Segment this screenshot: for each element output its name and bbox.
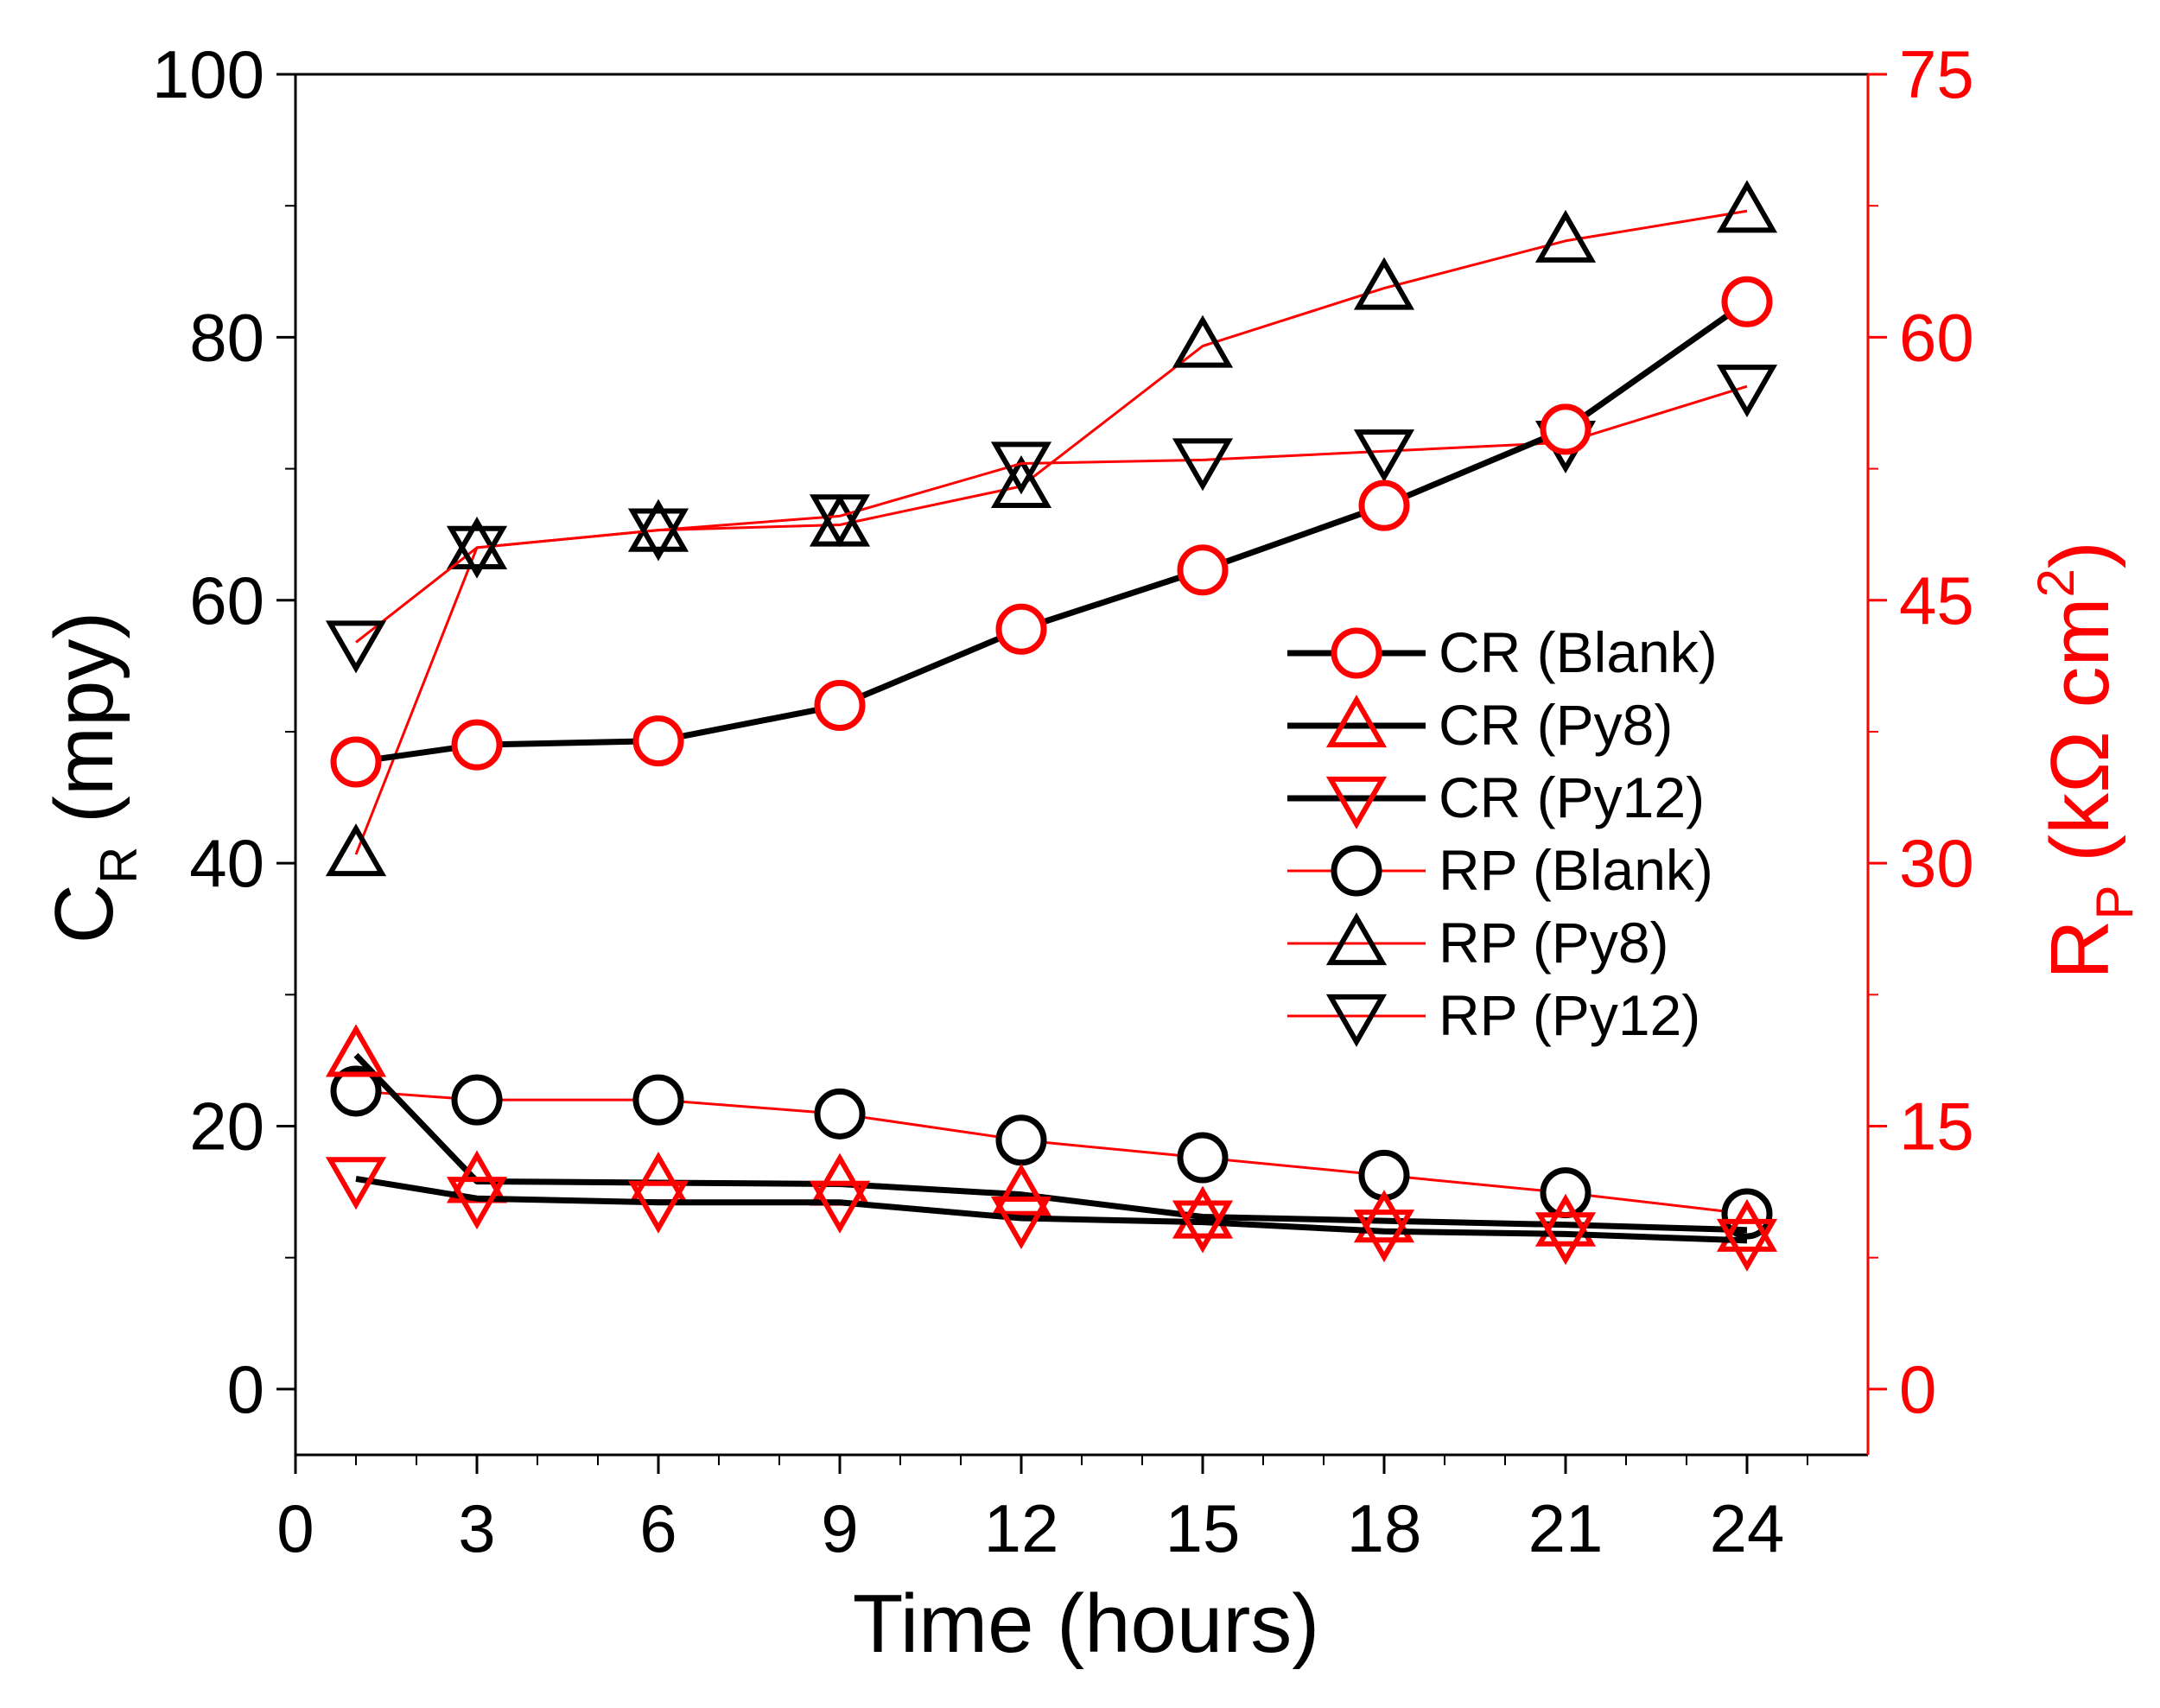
data-point <box>1716 1218 1778 1272</box>
series-cr-py12 <box>325 1157 1778 1272</box>
legend-marker <box>1325 912 1388 966</box>
data-point <box>1534 209 1597 263</box>
data-point <box>325 823 387 877</box>
right-y-tick-label: 0 <box>1899 1351 1936 1427</box>
data-point <box>809 494 871 548</box>
data-point <box>814 680 866 732</box>
legend-label: RP (Py8) <box>1439 911 1669 975</box>
data-point <box>1540 1167 1591 1219</box>
data-point <box>1358 479 1410 531</box>
data-point <box>995 1114 1047 1166</box>
data-point <box>330 1065 382 1117</box>
x-tick-label: 12 <box>984 1490 1059 1566</box>
data-point <box>1716 1198 1778 1252</box>
x-tick-label: 15 <box>1166 1490 1241 1566</box>
x-tick-label: 9 <box>821 1490 858 1566</box>
data-point <box>990 1163 1052 1216</box>
x-tick-label: 6 <box>639 1490 677 1566</box>
left-y-tick-label: 20 <box>189 1089 264 1165</box>
legend-entry: RP (Blank) <box>1287 838 1713 902</box>
data-point <box>330 736 382 788</box>
left-y-tick-label: 40 <box>189 825 264 901</box>
data-point <box>1172 314 1234 368</box>
left-y-axis-title: CR (mpy) <box>38 612 148 944</box>
data-point <box>451 719 503 771</box>
data-point <box>1716 365 1778 418</box>
data-point <box>325 1157 387 1210</box>
legend-marker <box>1325 994 1388 1047</box>
series-line <box>355 1175 1748 1244</box>
data-point <box>1534 1193 1597 1247</box>
data-point <box>446 516 508 569</box>
left-y-tick-label: 80 <box>189 299 264 375</box>
data-point <box>990 454 1052 508</box>
data-point <box>990 1196 1052 1249</box>
x-tick-label: 3 <box>458 1490 495 1566</box>
legend-label: RP (Py12) <box>1439 983 1700 1047</box>
series-line <box>353 1052 1748 1234</box>
data-point <box>1716 180 1778 233</box>
legend-entry: CR (Py12) <box>1287 765 1705 829</box>
data-point <box>632 715 684 767</box>
legend-entry: CR (Blank) <box>1287 620 1718 684</box>
data-point <box>995 603 1047 655</box>
data-point <box>451 1074 503 1126</box>
data-point <box>1534 1212 1597 1266</box>
x-tick-label: 21 <box>1528 1490 1604 1566</box>
data-point <box>325 620 387 674</box>
data-point <box>1353 429 1415 483</box>
data-point <box>1540 403 1591 455</box>
series-cr-blank <box>330 276 1773 788</box>
legend-entry: RP (Py8) <box>1287 911 1669 975</box>
legend-entry: CR (Py8) <box>1287 693 1673 757</box>
right-y-tick-label: 15 <box>1899 1089 1974 1165</box>
data-point <box>1177 1132 1229 1184</box>
data-point <box>446 525 508 579</box>
data-point <box>627 508 689 562</box>
right-y-tick-label: 75 <box>1899 36 1974 112</box>
data-point <box>325 1024 387 1077</box>
legend-marker <box>1325 776 1388 829</box>
data-point <box>990 441 1052 495</box>
legend-label: CR (Py8) <box>1439 693 1673 757</box>
data-point <box>627 498 689 552</box>
legend-label: RP (Blank) <box>1439 838 1713 902</box>
right-y-axis-title: RP (kΩ cm2) <box>2027 541 2144 980</box>
right-y-tick-label: 60 <box>1899 299 1974 375</box>
data-point <box>1353 1190 1415 1243</box>
data-point <box>1177 544 1229 596</box>
data-point <box>1172 1200 1234 1254</box>
legend-label: CR (Blank) <box>1439 620 1718 684</box>
x-tick-label: 24 <box>1710 1490 1785 1566</box>
left-y-tick-label: 100 <box>152 36 264 112</box>
data-point <box>814 1088 866 1140</box>
data-point <box>627 1180 689 1234</box>
x-axis-title: Time (hours) <box>853 1578 1320 1670</box>
data-point <box>809 1180 871 1234</box>
x-tick-label: 18 <box>1347 1490 1422 1566</box>
legend-marker <box>1331 627 1382 679</box>
legend-label: CR (Py12) <box>1439 765 1705 829</box>
legend-marker <box>1325 695 1388 748</box>
right-y-tick-label: 30 <box>1899 825 1974 901</box>
data-point <box>1172 1185 1234 1239</box>
left-y-tick-label: 60 <box>189 562 264 638</box>
legend-entry: RP (Py12) <box>1287 983 1700 1047</box>
data-point <box>1172 438 1234 492</box>
data-point <box>632 1074 684 1126</box>
data-point <box>1721 276 1773 327</box>
data-point <box>1353 257 1415 310</box>
legend: CR (Blank) CR (Py8) CR (Py12) RP (Blank) RP … <box>1287 620 1718 1047</box>
x-tick-label: 0 <box>276 1490 314 1566</box>
left-y-tick-label: 0 <box>227 1351 264 1427</box>
right-y-tick-label: 45 <box>1899 562 1974 638</box>
legend-marker <box>1331 845 1382 897</box>
data-point <box>1353 1210 1415 1263</box>
series-line <box>355 384 1748 644</box>
data-point <box>446 1177 508 1230</box>
